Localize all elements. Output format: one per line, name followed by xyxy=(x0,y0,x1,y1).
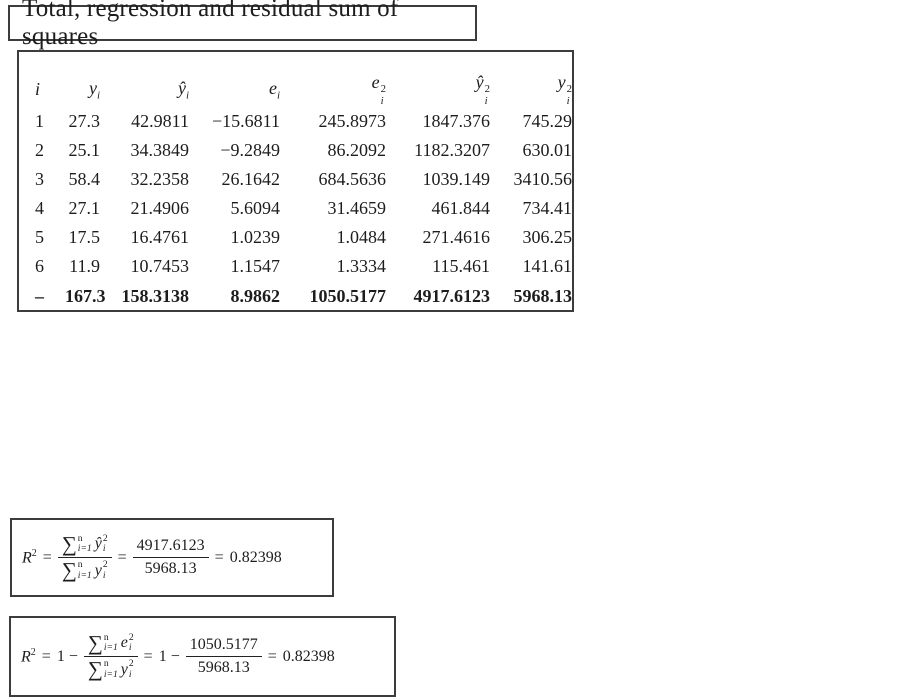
cell-e-total: 8.9862 xyxy=(230,286,281,307)
cell-y2: 3410.56 xyxy=(513,169,573,190)
cell-e2-total: 1050.5177 xyxy=(309,286,387,307)
symbolic-fraction: ∑ n i=1 ŷ 2 i ∑ n i=1 y 2 i xyxy=(57,531,112,583)
table-row: 3 58.4 32.2358 26.1642 684.5636 1039.149… xyxy=(19,165,572,194)
cell-e2: 1.3334 xyxy=(336,256,387,277)
r-squared-result: 0.82398 xyxy=(229,548,282,566)
cell-yhat2: 271.4616 xyxy=(422,227,491,248)
fraction-numerator: 4917.6123 xyxy=(132,537,209,558)
symbolic-fraction: ∑ n i=1 e 2 i ∑ n i=1 y 2 i xyxy=(83,630,138,682)
sum-icon: ∑ xyxy=(61,558,77,583)
cell-i: 4 xyxy=(35,198,44,219)
sum-icon: ∑ xyxy=(61,531,77,556)
r-squared-regression-formula-box: R2 = ∑ n i=1 ŷ 2 i ∑ n i=1 y 2 i = 4917.6123 5968.… xyxy=(10,518,334,597)
cell-y2: 734.41 xyxy=(522,198,573,219)
sum-icon: ∑ xyxy=(87,657,103,682)
r-symbol: R xyxy=(21,648,31,666)
one-minus: 1 − xyxy=(158,647,180,665)
cell-yhat2: 115.461 xyxy=(432,256,490,277)
table-row: 2 25.1 34.3849 −9.2849 86.2092 1182.3207… xyxy=(19,136,572,165)
cell-y: 27.3 xyxy=(68,111,101,132)
table-row: 1 27.3 42.9811 −15.6811 245.8973 1847.37… xyxy=(19,107,572,136)
cell-i: 3 xyxy=(35,169,44,190)
cell-e: 26.1642 xyxy=(221,169,281,190)
cell-y: 17.5 xyxy=(68,227,101,248)
cell-yhat-total: 158.3138 xyxy=(121,286,190,307)
cell-y: 11.9 xyxy=(69,256,100,277)
cell-yhat2: 1847.376 xyxy=(422,111,491,132)
col-header-y: yi xyxy=(88,77,100,102)
col-header-i: i xyxy=(35,79,41,100)
equals-sign: = xyxy=(117,548,127,566)
table-total-row: – 167.3 158.3138 8.9862 1050.5177 4917.6… xyxy=(19,281,572,312)
equals-sign: = xyxy=(267,647,277,665)
cell-yhat: 34.3849 xyxy=(130,140,190,161)
page-title: Total, regression and residual sum of sq… xyxy=(22,0,399,50)
cell-e: 5.6094 xyxy=(230,198,281,219)
r-squared-residual-formula-box: R2 = 1 − ∑ n i=1 e 2 i ∑ n i=1 y 2 i = 1 − 1050.51… xyxy=(9,616,396,697)
sum-icon: ∑ xyxy=(87,630,103,655)
cell-y: 27.1 xyxy=(68,198,101,219)
equals-sign: = xyxy=(214,548,224,566)
cell-y-total: 167.3 xyxy=(65,286,106,307)
cell-i: 6 xyxy=(35,256,44,277)
r-squared-residual-formula: R2 = 1 − ∑ n i=1 e 2 i ∑ n i=1 y 2 i = 1 − 1050.51… xyxy=(21,630,335,682)
col-header-e: ei xyxy=(268,77,280,102)
numeric-fraction: 4917.6123 5968.13 xyxy=(132,537,209,578)
cell-yhat: 21.4906 xyxy=(130,198,190,219)
cell-i: 2 xyxy=(35,140,44,161)
fraction-numerator: 1050.5177 xyxy=(185,636,262,657)
cell-y: 58.4 xyxy=(68,169,101,190)
cell-y2: 630.01 xyxy=(522,140,573,161)
table-row: 5 17.5 16.4761 1.0239 1.0484 271.4616 30… xyxy=(19,223,572,252)
cell-yhat: 32.2358 xyxy=(130,169,190,190)
cell-e2: 31.4659 xyxy=(327,198,387,219)
cell-y2: 141.61 xyxy=(522,256,573,277)
cell-y2: 306.25 xyxy=(522,227,573,248)
r-symbol: R xyxy=(22,549,32,567)
cell-e: 1.1547 xyxy=(230,256,281,277)
cell-i: 5 xyxy=(35,227,44,248)
r-squared-result: 0.82398 xyxy=(282,647,335,665)
fraction-denominator: 5968.13 xyxy=(197,659,250,676)
cell-yhat2: 1182.3207 xyxy=(414,140,490,161)
cell-yhat2: 461.844 xyxy=(431,198,491,219)
numeric-fraction: 1050.5177 5968.13 xyxy=(185,636,262,677)
fraction-denominator: 5968.13 xyxy=(144,560,197,577)
cell-e2: 86.2092 xyxy=(327,140,387,161)
cell-yhat2-total: 4917.6123 xyxy=(413,286,491,307)
cell-e: 1.0239 xyxy=(230,227,281,248)
cell-yhat2: 1039.149 xyxy=(422,169,491,190)
equals-sign: = xyxy=(143,647,153,665)
title-box: Total, regression and residual sum of sq… xyxy=(8,0,477,50)
cell-e2: 684.5636 xyxy=(318,169,387,190)
cell-y2: 745.29 xyxy=(522,111,573,132)
one-minus: 1 − xyxy=(56,647,78,665)
cell-yhat: 42.9811 xyxy=(131,111,189,132)
col-header-yhat: ŷi xyxy=(177,77,189,102)
equals-sign: = xyxy=(42,548,52,566)
r-squared-regression-formula: R2 = ∑ n i=1 ŷ 2 i ∑ n i=1 y 2 i = 4917.6123 5968.… xyxy=(22,531,282,583)
cell-yhat: 16.4761 xyxy=(130,227,190,248)
equals-sign: = xyxy=(41,647,51,665)
cell-e2: 245.8973 xyxy=(318,111,387,132)
cell-i: 1 xyxy=(35,111,44,132)
cell-dash: – xyxy=(35,286,44,307)
cell-y: 25.1 xyxy=(68,140,101,161)
cell-e: −9.2849 xyxy=(220,140,280,161)
cell-e: −15.6811 xyxy=(212,111,280,132)
table-row: 4 27.1 21.4906 5.6094 31.4659 461.844 73… xyxy=(19,194,572,223)
cell-e2: 1.0484 xyxy=(336,227,387,248)
cell-yhat: 10.7453 xyxy=(130,256,190,277)
table-row: 6 11.9 10.7453 1.1547 1.3334 115.461 141… xyxy=(19,252,572,281)
cell-y2-total: 5968.13 xyxy=(513,286,573,307)
